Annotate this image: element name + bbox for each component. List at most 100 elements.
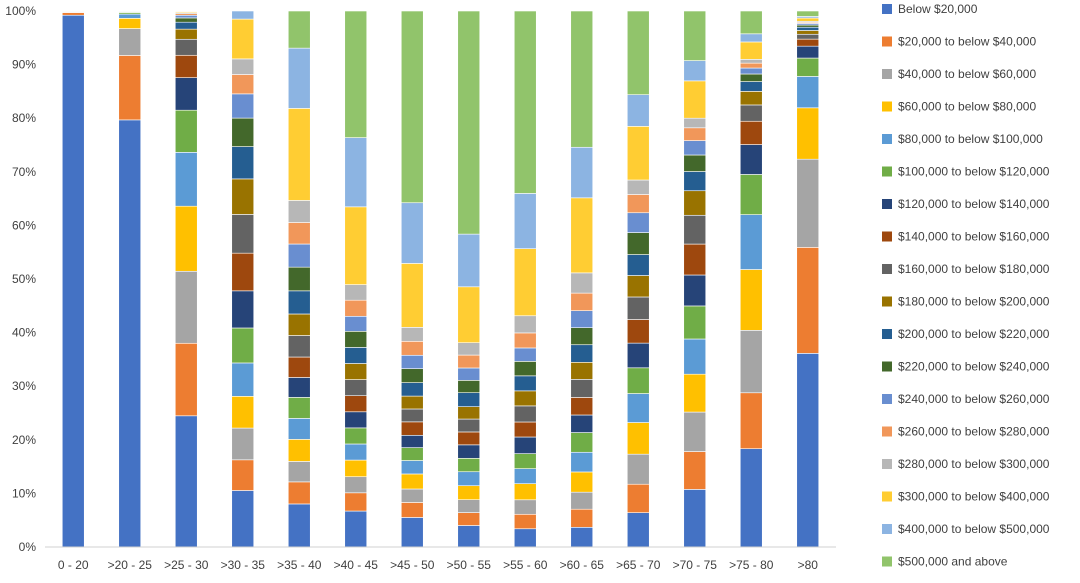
legend-item: $120,000 to below $140,000 (882, 197, 1050, 211)
bar-segment (344, 510, 368, 548)
bar-segment (174, 109, 198, 153)
bar-segment (739, 91, 763, 106)
bar-segment (796, 107, 820, 160)
bar-segment (626, 367, 650, 394)
bar-segment (796, 10, 820, 17)
legend-label: $80,000 to below $100,000 (898, 132, 1043, 146)
bar-segment (513, 421, 537, 438)
bar-segment (344, 331, 368, 348)
bar-segment (231, 252, 255, 292)
bar-segment (118, 55, 142, 121)
bar-segment (231, 214, 255, 254)
bar-segment (796, 158, 820, 248)
legend-swatch (882, 166, 892, 177)
bar-segment (626, 254, 650, 276)
legend-item: $240,000 to below $260,000 (882, 392, 1050, 406)
bar-segment (231, 427, 255, 461)
y-tick-label: 60% (12, 218, 36, 232)
bar-segment (231, 146, 255, 180)
bar-segment (513, 405, 537, 423)
legend-label: $200,000 to below $220,000 (898, 327, 1050, 341)
bar-segment (626, 422, 650, 455)
bar-segment (570, 344, 594, 363)
legend-label: $180,000 to below $200,000 (898, 295, 1050, 309)
bar-segment (626, 194, 650, 214)
legend-swatch (882, 329, 892, 339)
bar-segment (570, 146, 594, 199)
bar-segment (683, 171, 707, 192)
bar-segment (457, 525, 481, 548)
bar-segment (570, 197, 594, 274)
bar-segment (739, 144, 763, 175)
bar-segment (683, 243, 707, 276)
legend-label: $500,000 and above (898, 555, 1008, 569)
bar-segment (344, 137, 368, 208)
bar-stack (231, 10, 255, 548)
bar-segment (570, 362, 594, 380)
bar-segment (344, 411, 368, 429)
legend-item: $20,000 to below $40,000 (882, 35, 1036, 49)
bar-stack (457, 10, 481, 548)
bar-segment (796, 26, 820, 31)
x-tick-label: >80 (798, 558, 819, 572)
bar-segment (570, 432, 594, 453)
bar-stack (400, 10, 424, 548)
legend-label: $20,000 to below $40,000 (898, 35, 1036, 49)
bar-segment (796, 30, 820, 35)
bar-segment (344, 10, 368, 138)
bar-segment (739, 174, 763, 215)
bar-segment (287, 397, 311, 419)
bar-segment (287, 10, 311, 49)
legend: Below $20,000 $20,000 to below $40,000 $40… (882, 2, 1050, 569)
bar-segment (231, 93, 255, 119)
bar-segment (457, 286, 481, 344)
bar-segment (174, 28, 198, 40)
bar-segment (231, 327, 255, 364)
bar-segment (287, 47, 311, 109)
bar-segment (739, 73, 763, 82)
bar-segment (683, 305, 707, 340)
legend-swatch (882, 556, 892, 567)
legend-item: $300,000 to below $400,000 (882, 490, 1050, 504)
bar-segment (513, 436, 537, 454)
bar-segment (287, 313, 311, 336)
bar-segment (796, 76, 820, 109)
legend-item: $60,000 to below $80,000 (882, 100, 1036, 114)
bar-segment (287, 266, 311, 292)
bar-stack (796, 10, 820, 548)
bar-segment (231, 459, 255, 491)
bar-stack (739, 10, 763, 548)
legend-label: $400,000 to below $500,000 (898, 522, 1050, 536)
bar-segment (400, 395, 424, 410)
bar-segment (513, 332, 537, 349)
legend-swatch (882, 264, 892, 274)
bar-segment (739, 392, 763, 450)
bar-segment (344, 476, 368, 494)
bar-segment (513, 375, 537, 392)
bar-segment (683, 140, 707, 156)
legend-swatch (882, 134, 892, 144)
bar-segment (570, 451, 594, 473)
legend-swatch (882, 69, 892, 79)
bar-segment (626, 296, 650, 320)
legend-label: $160,000 to below $180,000 (898, 262, 1050, 276)
bar-segment (287, 335, 311, 358)
y-tick-label: 70% (12, 165, 36, 179)
bar-segment (231, 178, 255, 215)
bar-segment (626, 319, 650, 344)
bar-segment (344, 379, 368, 396)
bar-segment (570, 292, 594, 311)
bar-segment (287, 290, 311, 315)
x-tick-label: >55 - 60 (503, 558, 548, 572)
bar-segment (400, 327, 424, 342)
bar-segment (739, 104, 763, 122)
bar-segment (570, 414, 594, 433)
bar-segment (513, 483, 537, 501)
bar-segment (683, 373, 707, 413)
bar-segment (739, 120, 763, 145)
bar-segment (400, 368, 424, 383)
bar-segment (400, 517, 424, 548)
bar-segment (796, 38, 820, 47)
bar-stack (626, 10, 650, 548)
